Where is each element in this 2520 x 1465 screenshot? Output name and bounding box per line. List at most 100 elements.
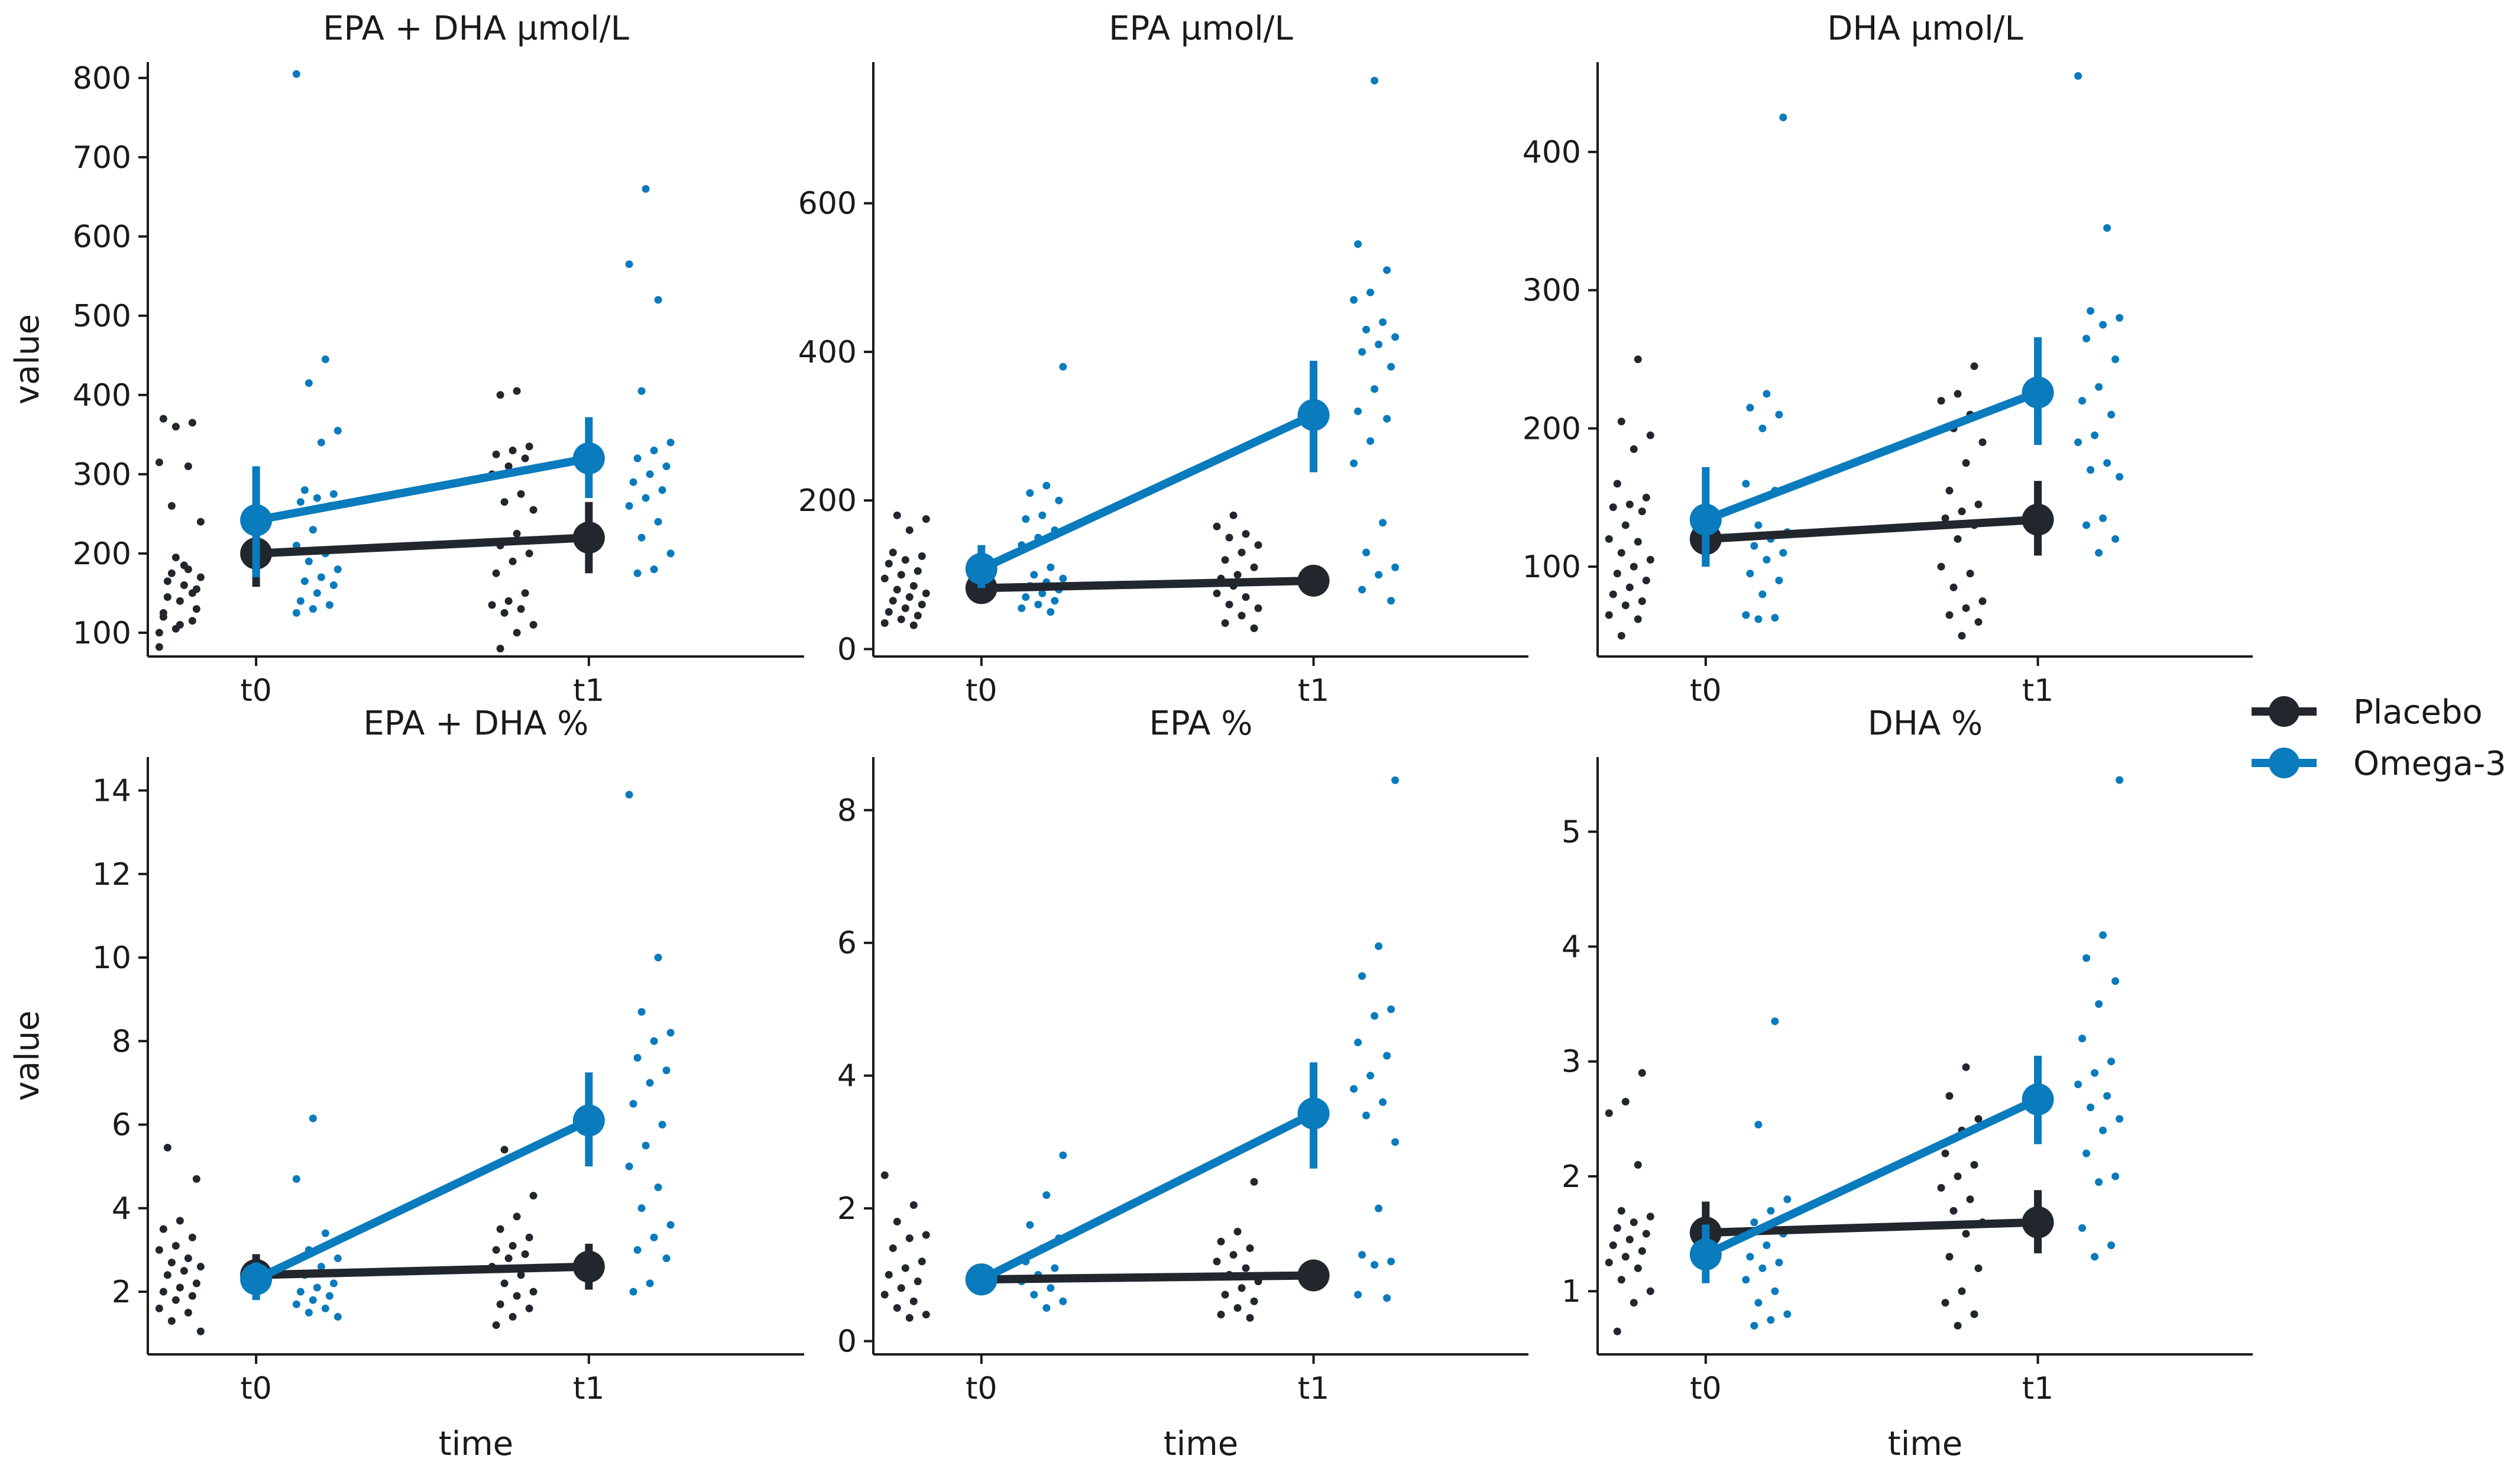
- mean-line-omega-3: [1704, 389, 2040, 524]
- data-point-placebo: [901, 1264, 909, 1272]
- data-point-omega-3: [1371, 1012, 1379, 1020]
- mean-marker-omega-3: [1689, 1238, 1722, 1271]
- mean-line-placebo: [981, 1271, 1314, 1284]
- data-point-omega-3: [650, 565, 658, 574]
- data-point-placebo: [1233, 1227, 1242, 1236]
- data-point-omega-3: [2095, 1000, 2103, 1008]
- data-point-placebo: [1958, 1287, 1966, 1295]
- data-point-omega-3: [321, 1304, 329, 1312]
- y-tick-label: 0: [837, 1324, 857, 1360]
- data-point-omega-3: [1350, 459, 1358, 467]
- panel-epa-plus-dha-pct: EPA + DHA % 2 4 6 8 10 12 14 t0 t1 value time: [8, 704, 804, 1463]
- data-point-omega-3: [658, 486, 666, 494]
- data-point-placebo: [1945, 611, 1954, 619]
- y-tick-label: 200: [73, 536, 131, 572]
- data-point-placebo: [167, 569, 176, 577]
- data-point-placebo: [1621, 601, 1630, 610]
- data-point-omega-3: [662, 1066, 671, 1075]
- x-tick-label: t0: [240, 673, 271, 709]
- data-point-omega-3: [317, 573, 325, 581]
- data-point-placebo: [1937, 562, 1945, 571]
- data-point-placebo: [492, 450, 500, 458]
- y-axis-label: value: [8, 314, 47, 405]
- panels-group: EPA + DHA µmol/L100200300400500600700800…: [8, 9, 2253, 1463]
- data-point-placebo: [500, 609, 508, 617]
- x-tick-label: t1: [573, 673, 604, 709]
- data-point-omega-3: [1371, 1261, 1379, 1269]
- data-point-placebo: [914, 567, 922, 575]
- data-point-placebo: [1213, 522, 1221, 531]
- data-point-placebo: [1634, 615, 1642, 623]
- data-point-omega-3: [333, 1254, 342, 1263]
- data-point-omega-3: [1022, 515, 1030, 523]
- mean-marker-placebo: [1297, 564, 1330, 597]
- data-point-placebo: [1630, 445, 1638, 453]
- legend: Placebo Omega-3: [2252, 693, 2506, 783]
- data-point-placebo: [1625, 583, 1634, 591]
- data-point-omega-3: [309, 1114, 317, 1123]
- data-point-placebo: [492, 1246, 500, 1254]
- y-tick-label: 12: [92, 857, 131, 892]
- data-point-omega-3: [1379, 318, 1387, 326]
- panel-title: EPA %: [1149, 704, 1253, 743]
- legend-marker: [2269, 696, 2299, 727]
- data-point-placebo: [496, 1300, 504, 1308]
- data-point-placebo: [1954, 1172, 1962, 1181]
- data-point-placebo: [196, 1263, 205, 1271]
- data-point-placebo: [1941, 514, 1949, 522]
- y-tick-label: 2: [112, 1275, 131, 1310]
- y-tick-label: 400: [798, 335, 857, 370]
- mean-line-placebo: [1705, 515, 2038, 544]
- data-point-placebo: [500, 1146, 508, 1154]
- data-point-placebo: [196, 1327, 205, 1335]
- data-point-omega-3: [305, 557, 313, 565]
- data-point-placebo: [192, 1175, 200, 1183]
- data-point-placebo: [496, 391, 504, 399]
- data-point-placebo: [1642, 1230, 1650, 1238]
- data-point-placebo: [893, 1304, 901, 1312]
- data-point-placebo: [176, 597, 184, 605]
- data-point-placebo: [1958, 632, 1966, 640]
- data-point-omega-3: [325, 601, 333, 609]
- data-point-omega-3: [1742, 480, 1750, 488]
- mean-marker-placebo: [2022, 1206, 2054, 1238]
- data-point-placebo: [529, 1288, 537, 1296]
- data-point-placebo: [521, 454, 529, 463]
- data-point-omega-3: [1047, 1284, 1055, 1292]
- data-point-omega-3: [650, 1037, 658, 1045]
- data-point-omega-3: [2078, 1224, 2087, 1232]
- data-point-placebo: [1617, 1207, 1625, 1215]
- data-point-omega-3: [646, 470, 654, 478]
- data-point-omega-3: [1059, 574, 1067, 583]
- data-point-omega-3: [1391, 563, 1400, 571]
- data-point-omega-3: [1742, 1276, 1750, 1284]
- data-point-placebo: [1962, 1230, 1970, 1238]
- x-axis-label: time: [1164, 1425, 1239, 1463]
- mean-marker-omega-3: [1297, 1097, 1330, 1130]
- y-tick-label: 6: [112, 1108, 131, 1143]
- data-point-omega-3: [1383, 266, 1391, 274]
- data-point-omega-3: [292, 609, 300, 617]
- data-point-placebo: [171, 1241, 180, 1250]
- data-point-placebo: [525, 442, 533, 451]
- data-point-omega-3: [642, 1141, 650, 1150]
- data-point-placebo: [508, 447, 517, 455]
- data-point-placebo: [513, 1292, 521, 1300]
- panel-title: DHA %: [1868, 704, 1983, 743]
- data-point-omega-3: [1750, 1321, 1758, 1330]
- mean-marker-omega-3: [965, 552, 997, 585]
- data-point-placebo: [1630, 562, 1638, 571]
- y-tick-label: 100: [73, 616, 131, 651]
- data-point-omega-3: [2082, 521, 2091, 529]
- data-point-omega-3: [625, 502, 633, 510]
- data-point-omega-3: [2095, 383, 2103, 391]
- data-point-placebo: [500, 498, 508, 506]
- data-point-placebo: [1213, 1257, 1221, 1266]
- data-point-omega-3: [1354, 407, 1362, 415]
- data-point-omega-3: [292, 1175, 300, 1183]
- data-point-omega-3: [333, 565, 342, 574]
- data-point-omega-3: [1775, 576, 1783, 584]
- data-point-omega-3: [1038, 589, 1047, 597]
- data-point-omega-3: [642, 494, 650, 502]
